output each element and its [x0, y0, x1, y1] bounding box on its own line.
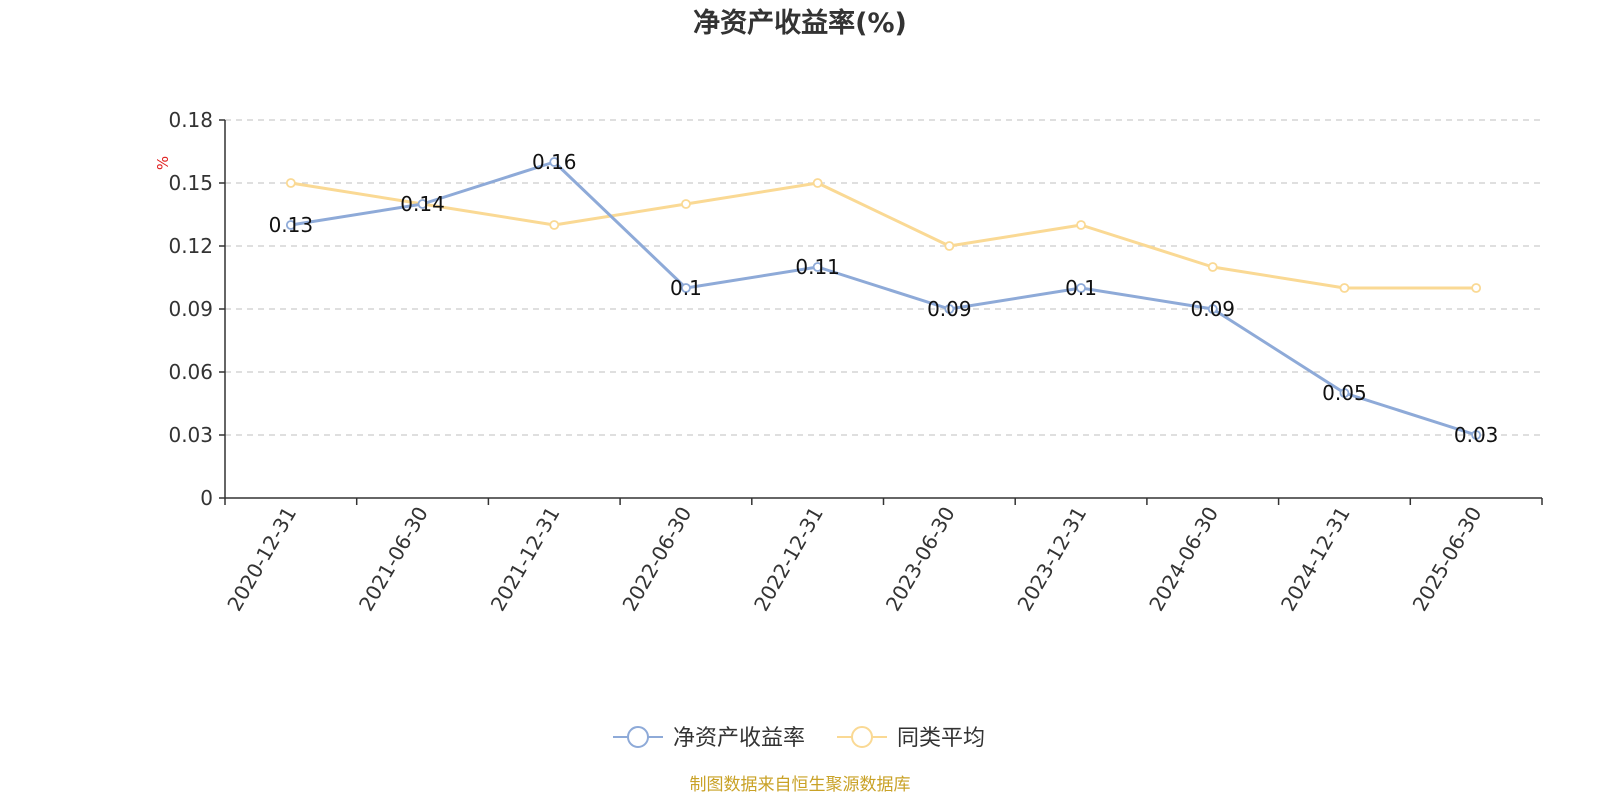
x-tick-label: 2021-12-31	[486, 503, 565, 616]
data-label: 0.13	[269, 213, 314, 237]
axis-layer: 0 0.03 0.06 0.09 0.12 0.15 0.18 2020-12-31 2021-…	[168, 108, 1543, 616]
data-point-average	[1207, 262, 1218, 272]
data-point-roe	[549, 157, 560, 167]
data-point-roe	[1339, 388, 1350, 398]
y-tick-label: 0.15	[168, 171, 213, 195]
legend-marker	[851, 726, 873, 748]
x-tick-label: 2023-12-31	[1012, 503, 1091, 616]
chart-title: 净资产收益率(%)	[693, 7, 907, 39]
data-point-average	[1339, 283, 1350, 293]
data-point-roe	[681, 283, 691, 293]
data-point-average	[681, 199, 691, 209]
x-tick-label: 2021-06-30	[354, 503, 433, 616]
data-label: 0.05	[1322, 381, 1367, 405]
x-tick-label: 2024-12-31	[1276, 503, 1355, 616]
series-layer	[285, 157, 1482, 440]
y-tick-label: 0.18	[168, 108, 213, 132]
data-point-average	[1471, 283, 1482, 293]
y-axis-unit-label: %	[154, 156, 172, 170]
data-point-average	[812, 178, 823, 188]
data-point-roe	[944, 304, 955, 314]
series-line-average	[289, 181, 1478, 290]
data-point-average	[549, 220, 560, 230]
y-tick-label: 0.03	[168, 423, 213, 447]
y-tick-label: 0.09	[168, 297, 213, 321]
x-tick-label: 2020-12-31	[222, 503, 301, 616]
y-tick-label: 0.12	[168, 234, 213, 258]
data-label: 0.14	[400, 192, 445, 216]
data-point-roe	[285, 220, 296, 230]
data-label: 0.16	[532, 150, 577, 174]
legend-item-roe: 净资产收益率	[613, 726, 805, 751]
data-label: 0.03	[1454, 423, 1499, 447]
source-note: 制图数据来自恒生聚源数据库	[690, 775, 911, 795]
data-point-roe	[1076, 283, 1086, 293]
x-tick-label: 2022-06-30	[617, 503, 696, 616]
x-tick-label: 2022-12-31	[749, 503, 828, 616]
data-label: 0.1	[1065, 276, 1097, 300]
y-tick-label: 0	[200, 486, 213, 510]
legend-label: 同类平均	[897, 726, 985, 751]
data-point-average	[944, 241, 955, 251]
legend-label: 净资产收益率	[673, 726, 805, 751]
data-point-average	[285, 178, 296, 188]
data-label: 0.09	[1190, 297, 1235, 321]
legend-item-average: 同类平均	[837, 726, 985, 751]
data-point-roe	[812, 262, 823, 272]
x-tick-label: 2025-06-30	[1408, 503, 1487, 616]
legend: 净资产收益率 同类平均	[613, 726, 985, 751]
x-tick-label: 2024-06-30	[1144, 503, 1223, 616]
data-point-roe	[1207, 304, 1218, 314]
legend-marker	[627, 726, 649, 748]
x-tick-label: 2023-06-30	[881, 503, 960, 616]
data-label: 0.09	[927, 297, 972, 321]
y-tick-label: 0.06	[168, 360, 213, 384]
data-point-average	[1076, 220, 1086, 230]
data-point-roe	[417, 199, 428, 209]
series-line-roe	[289, 160, 1478, 437]
data-label: 0.1	[670, 276, 702, 300]
data-label-layer: 0.13 0.14 0.16 0.1 0.11 0.09 0.1 0.09 0.05 0.03	[269, 150, 1499, 447]
data-point-roe	[1471, 430, 1482, 440]
data-label: 0.11	[795, 255, 840, 279]
